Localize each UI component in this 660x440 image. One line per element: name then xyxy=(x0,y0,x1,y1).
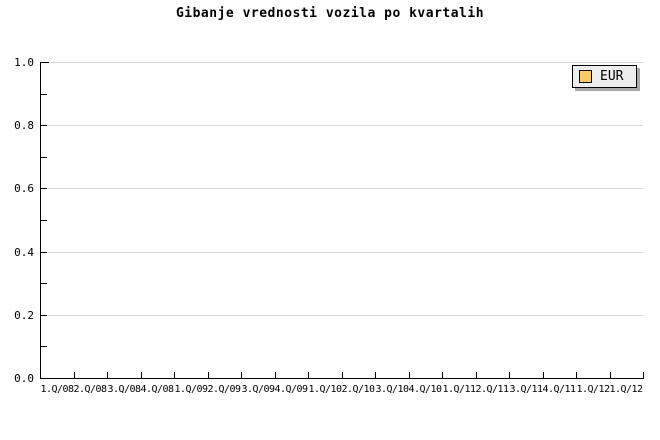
x-tick xyxy=(643,372,644,378)
y-tick xyxy=(41,220,47,221)
y-tick-label: 0.2 xyxy=(14,309,34,322)
x-tick xyxy=(342,372,343,378)
x-tick xyxy=(576,372,577,378)
x-tick-label: 3.Q/10 xyxy=(375,384,409,395)
y-tick xyxy=(41,125,47,126)
x-tick-label: 2.Q/10 xyxy=(341,384,375,395)
x-tick-label: 2.Q/11 xyxy=(475,384,509,395)
x-tick-label: 1.Q/09 xyxy=(174,384,208,395)
x-tick-label: 4.Q/10 xyxy=(408,384,442,395)
y-tick xyxy=(41,283,47,284)
x-tick xyxy=(610,372,611,378)
x-tick-label: 1.Q/12 xyxy=(576,384,610,395)
x-tick xyxy=(74,372,75,378)
y-tick-label: 0.8 xyxy=(14,119,34,132)
x-tick xyxy=(241,372,242,378)
y-tick-label: 1.0 xyxy=(14,56,34,69)
x-tick xyxy=(409,372,410,378)
legend: EUR xyxy=(572,65,638,88)
x-tick-label: 4.Q/08 xyxy=(140,384,174,395)
x-tick xyxy=(208,372,209,378)
x-tick-label: 2.Q/08 xyxy=(73,384,107,395)
legend-label-eur: EUR xyxy=(600,69,624,84)
y-tick xyxy=(41,188,47,189)
y-tick-label: 0.6 xyxy=(14,182,34,195)
gridline xyxy=(40,252,643,253)
x-tick xyxy=(442,372,443,378)
x-tick xyxy=(107,372,108,378)
gridline xyxy=(40,125,643,126)
x-tick-label: 1.Q/10 xyxy=(308,384,342,395)
x-tick-label: 3.Q/08 xyxy=(107,384,141,395)
y-tick-label: 0.0 xyxy=(14,372,34,385)
x-tick-label: 1.Q/11 xyxy=(442,384,476,395)
x-tick xyxy=(275,372,276,378)
chart-title: Gibanje vrednosti vozila po kvartalih xyxy=(175,6,485,21)
y-axis-top-tick xyxy=(41,62,49,63)
x-tick-label: 3.Q/11 xyxy=(509,384,543,395)
gridline xyxy=(40,188,643,189)
x-tick-label: 1.Q/12 xyxy=(609,384,643,395)
x-tick xyxy=(509,372,510,378)
x-tick-label: 4.Q/11 xyxy=(542,384,576,395)
x-tick-label: 4.Q/09 xyxy=(274,384,308,395)
y-tick xyxy=(41,94,47,95)
y-tick xyxy=(41,157,47,158)
x-tick xyxy=(141,372,142,378)
x-axis-line xyxy=(40,378,644,379)
x-tick xyxy=(476,372,477,378)
y-tick-label: 0.4 xyxy=(14,246,34,259)
gridline xyxy=(40,315,643,316)
x-tick xyxy=(174,372,175,378)
x-tick-label: 1.Q/08 xyxy=(40,384,74,395)
x-tick xyxy=(308,372,309,378)
y-tick xyxy=(41,346,47,347)
y-tick xyxy=(41,252,47,253)
x-tick-label: 3.Q/09 xyxy=(241,384,275,395)
y-axis-line xyxy=(40,62,41,379)
y-tick xyxy=(41,315,47,316)
gridline xyxy=(40,62,643,63)
x-tick-label: 2.Q/09 xyxy=(207,384,241,395)
legend-swatch-eur xyxy=(579,70,592,83)
x-tick xyxy=(375,372,376,378)
x-tick xyxy=(543,372,544,378)
